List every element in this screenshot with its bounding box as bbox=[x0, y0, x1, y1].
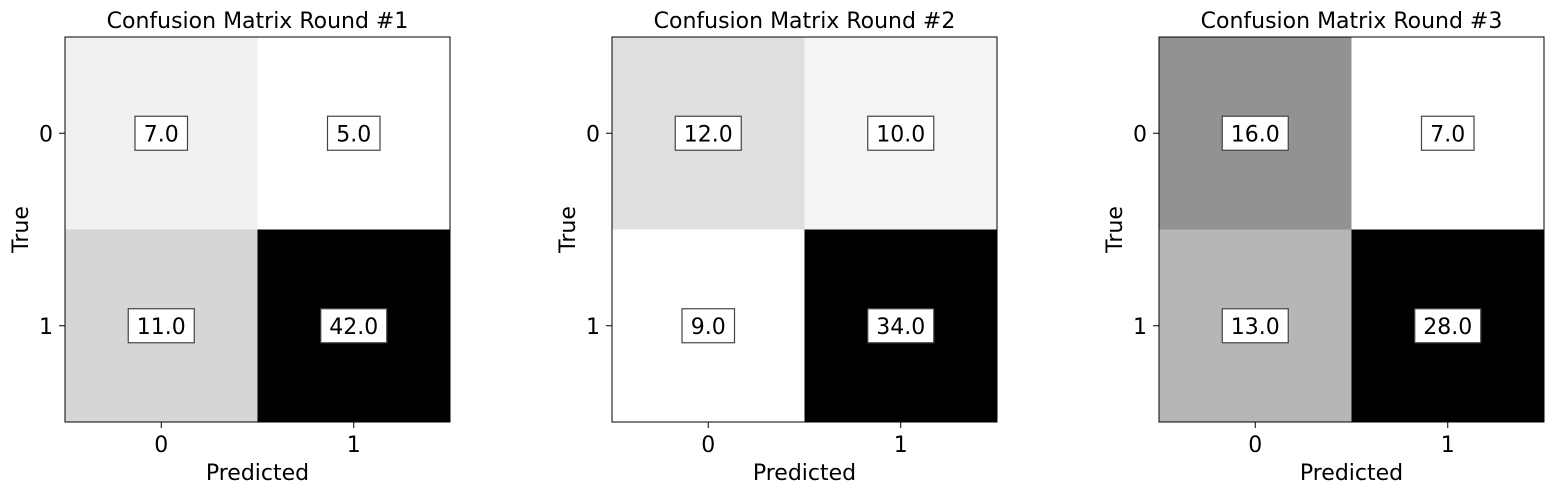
cell-label-box bbox=[134, 115, 189, 151]
cell-label-box bbox=[127, 308, 195, 344]
cell-value-label: 42.0 bbox=[329, 315, 378, 340]
y-tick-label: 1 bbox=[39, 315, 53, 340]
cell-label-box bbox=[1221, 115, 1289, 151]
cell-value-label: 13.0 bbox=[1231, 315, 1280, 340]
x-tick-label: 1 bbox=[894, 433, 908, 458]
y-tick-label: 1 bbox=[1133, 315, 1147, 340]
cell-value-label: 7.0 bbox=[1430, 122, 1465, 147]
cell-label-box bbox=[681, 308, 736, 344]
cell-label-box bbox=[320, 308, 388, 344]
x-axis-label: Predicted bbox=[1300, 461, 1403, 486]
cell-value-label: 9.0 bbox=[691, 315, 726, 340]
x-axis-label: Predicted bbox=[206, 461, 309, 486]
cell-value-label: 28.0 bbox=[1423, 315, 1472, 340]
chart-title: Confusion Matrix Round #2 bbox=[654, 9, 956, 34]
plot-frame bbox=[1158, 36, 1545, 423]
cell-value-label: 34.0 bbox=[876, 315, 925, 340]
x-tick-label: 1 bbox=[1441, 433, 1455, 458]
confusion-matrix-panel: 16.0 7.0 13.0 28.0 Confusion Matrix Round #3… bbox=[1103, 9, 1545, 486]
cell-value-label: 5.0 bbox=[336, 122, 371, 147]
plot-frame bbox=[64, 36, 451, 423]
cell-label-box bbox=[674, 115, 742, 151]
y-tick-label: 0 bbox=[586, 122, 600, 147]
cell-value-label: 10.0 bbox=[876, 122, 925, 147]
y-axis-label: True bbox=[556, 206, 581, 254]
cell-label-box bbox=[1414, 308, 1482, 344]
x-tick-label: 0 bbox=[154, 433, 168, 458]
cell-value-label: 7.0 bbox=[144, 122, 179, 147]
confusion-matrix-panel: 7.0 5.0 11.0 42.0 Confusion Matrix Round #1 0… bbox=[9, 9, 451, 486]
y-tick-label: 1 bbox=[586, 315, 600, 340]
cell-label-box bbox=[867, 115, 935, 151]
cell-value-label: 12.0 bbox=[684, 122, 733, 147]
y-axis-label: True bbox=[1103, 206, 1128, 254]
chart-title: Confusion Matrix Round #1 bbox=[107, 9, 409, 34]
cell-value-label: 11.0 bbox=[137, 315, 186, 340]
cell-label-box bbox=[1420, 115, 1475, 151]
cell-label-box bbox=[867, 308, 935, 344]
cell-value-label: 16.0 bbox=[1231, 122, 1280, 147]
x-tick-label: 0 bbox=[1248, 433, 1262, 458]
y-tick-label: 0 bbox=[39, 122, 53, 147]
chart-title: Confusion Matrix Round #3 bbox=[1201, 9, 1503, 34]
cell-label-box bbox=[326, 115, 381, 151]
x-tick-label: 1 bbox=[347, 433, 361, 458]
x-axis-label: Predicted bbox=[753, 461, 856, 486]
confusion-matrix-panel: 12.0 10.0 9.0 34.0 Confusion Matrix Round #2… bbox=[556, 9, 998, 486]
y-axis-label: True bbox=[9, 206, 34, 254]
plot-frame bbox=[611, 36, 998, 423]
cell-label-box bbox=[1221, 308, 1289, 344]
x-tick-label: 0 bbox=[701, 433, 715, 458]
y-tick-label: 0 bbox=[1133, 122, 1147, 147]
